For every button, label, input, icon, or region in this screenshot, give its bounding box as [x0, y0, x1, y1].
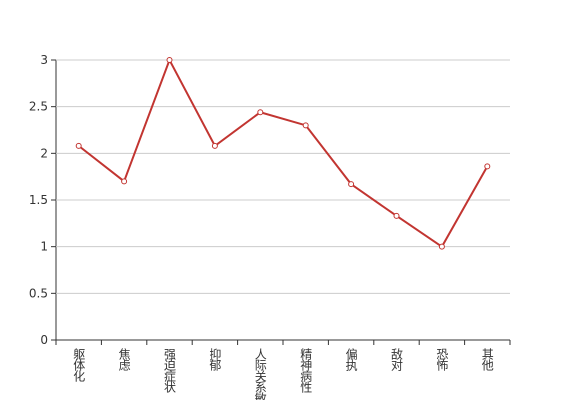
y-tick-label: 0: [40, 333, 48, 347]
x-tick-label: 恐怖: [435, 348, 449, 371]
point: [75, 142, 82, 149]
x-tick-label: 焦虑: [117, 348, 131, 371]
x-tick-label: 偏执: [344, 347, 358, 372]
y-tick-label: 1: [40, 240, 48, 254]
point: [438, 243, 445, 250]
x-tick-label: 其他: [480, 348, 494, 371]
y-tick-label: 0.5: [29, 286, 48, 300]
x-tick-label: 抑郁: [208, 347, 222, 372]
x-tick-label: 敌对: [390, 347, 404, 371]
point: [484, 163, 491, 170]
x-tick-label: 躯体化: [72, 347, 86, 383]
point: [166, 57, 173, 63]
y-tick-label: 1.5: [29, 193, 48, 207]
y-tick-label: 3: [40, 53, 48, 67]
x-tick-label: 人际关系敏感: [253, 348, 267, 400]
x-tick-label: 强迫症状: [163, 348, 177, 393]
y-tick-label: 2: [40, 146, 48, 160]
line: [78, 57, 489, 249]
point: [121, 178, 128, 185]
point: [348, 181, 355, 188]
point: [257, 109, 264, 116]
point: [302, 122, 309, 129]
point: [393, 212, 400, 219]
y-tick-label: 2.5: [29, 100, 48, 114]
x-tick-label: 精神病性: [299, 348, 313, 394]
point: [211, 142, 218, 149]
